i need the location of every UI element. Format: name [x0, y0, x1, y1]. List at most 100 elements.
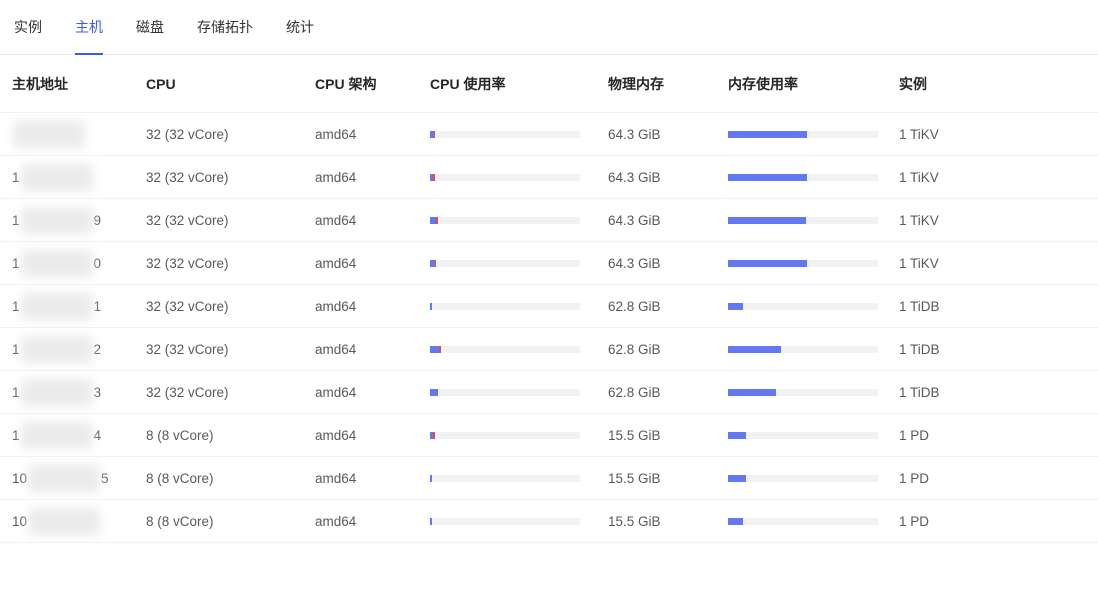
cpu-arch-cell: amd64	[315, 126, 357, 142]
host-address-cell: 1	[12, 163, 146, 191]
table-row: 1 2 32 (32 vCore) amd64 62.8 GiB 1 TiDB	[0, 328, 1098, 371]
mem-usage-bar-primary	[728, 431, 746, 439]
host-address-prefix: 1	[12, 255, 20, 271]
host-address-prefix: 10	[12, 513, 28, 529]
cpu-usage-cell	[430, 388, 608, 396]
cpu-arch-cell: amd64	[315, 341, 357, 357]
instances-cell: 1 TiDB	[899, 298, 940, 314]
memory-cell: 62.8 GiB	[608, 298, 661, 314]
mem-usage-bar-primary	[728, 259, 807, 267]
host-address-prefix: 1	[12, 341, 20, 357]
table-row: 1 0 32 (32 vCore) amd64 64.3 GiB 1 TiKV	[0, 242, 1098, 285]
mem-usage-cell	[728, 259, 899, 267]
host-address-suffix: 9	[93, 212, 102, 228]
cpu-usage-bar	[430, 302, 580, 310]
cpu-arch-cell: amd64	[315, 169, 357, 185]
mem-usage-bar	[728, 130, 878, 138]
hosts-table: 主机地址 CPU CPU 架构 CPU 使用率 物理内存 内存使用率 实例 32 (32 v…	[0, 55, 1098, 543]
memory-cell: 64.3 GiB	[608, 255, 661, 271]
mem-usage-bar-primary	[728, 130, 807, 138]
cpu-usage-bar-primary	[430, 345, 439, 353]
cpu-usage-bar-primary	[430, 517, 432, 525]
host-address-cell: 1 9	[12, 206, 146, 234]
host-address-cell: 1 0	[12, 249, 146, 277]
cpu-usage-bar	[430, 130, 580, 138]
cpu-cell: 32 (32 vCore)	[146, 341, 229, 357]
cpu-usage-bar-secondary	[436, 216, 438, 224]
table-header-row: 主机地址 CPU CPU 架构 CPU 使用率 物理内存 内存使用率 实例	[0, 55, 1098, 113]
mem-usage-bar-primary	[728, 345, 781, 353]
memory-cell: 62.8 GiB	[608, 384, 661, 400]
host-address-cell	[12, 120, 146, 148]
cpu-arch-cell: amd64	[315, 470, 357, 486]
cpu-arch-cell: amd64	[315, 255, 357, 271]
cpu-usage-bar-primary	[430, 173, 433, 181]
cpu-cell: 8 (8 vCore)	[146, 513, 214, 529]
cpu-usage-cell	[430, 173, 608, 181]
host-address-cell: 1 4	[12, 421, 146, 449]
col-instances: 实例	[899, 75, 927, 92]
cpu-usage-bar-primary	[430, 302, 432, 310]
memory-cell: 15.5 GiB	[608, 513, 661, 529]
table-row: 1 9 32 (32 vCore) amd64 64.3 GiB 1 TiKV	[0, 199, 1098, 242]
cpu-arch-cell: amd64	[315, 427, 357, 443]
cpu-cell: 8 (8 vCore)	[146, 427, 214, 443]
cpu-cell: 32 (32 vCore)	[146, 212, 229, 228]
tab-storage-topology[interactable]: 存储拓扑	[197, 19, 253, 35]
host-address-suffix: 1	[93, 298, 102, 314]
cpu-usage-bar-primary	[430, 216, 436, 224]
cpu-usage-bar	[430, 259, 580, 267]
host-address-prefix: 1	[12, 212, 20, 228]
col-cpu-usage: CPU 使用率	[430, 75, 506, 92]
cpu-arch-cell: amd64	[315, 384, 357, 400]
cpu-usage-cell	[430, 130, 608, 138]
instances-cell: 1 TiDB	[899, 341, 940, 357]
instances-cell: 1 TiKV	[899, 255, 939, 271]
memory-cell: 64.3 GiB	[608, 212, 661, 228]
col-cpu: CPU	[146, 75, 176, 92]
mem-usage-bar	[728, 345, 878, 353]
col-host-address: 主机地址	[12, 75, 68, 92]
host-address-cell: 10	[12, 507, 146, 535]
host-address-cell: 1 2	[12, 335, 146, 363]
redacted-host-blur	[13, 120, 85, 148]
instances-cell: 1 PD	[899, 427, 930, 443]
table-row: 1 4 8 (8 vCore) amd64 15.5 GiB 1 PD	[0, 414, 1098, 457]
cpu-usage-bar-secondary	[433, 431, 435, 439]
host-address-prefix: 1	[12, 298, 20, 314]
col-cpu-arch: CPU 架构	[315, 75, 377, 92]
host-address-prefix: 1	[12, 427, 20, 443]
cpu-usage-bar	[430, 173, 580, 181]
mem-usage-cell	[728, 173, 899, 181]
tab-hosts[interactable]: 主机	[75, 0, 103, 55]
host-address-cell: 10 5	[12, 464, 146, 492]
mem-usage-bar-primary	[728, 173, 807, 181]
cpu-cell: 32 (32 vCore)	[146, 255, 229, 271]
cpu-usage-cell	[430, 259, 608, 267]
cpu-arch-cell: amd64	[315, 212, 357, 228]
mem-usage-bar-primary	[728, 216, 806, 224]
host-address-suffix: 5	[101, 470, 109, 486]
mem-usage-cell	[728, 345, 899, 353]
cpu-usage-cell	[430, 474, 608, 482]
mem-usage-bar	[728, 474, 878, 482]
table-row: 1 3 32 (32 vCore) amd64 62.8 GiB 1 TiDB	[0, 371, 1098, 414]
tab-instances[interactable]: 实例	[14, 19, 42, 35]
instances-cell: 1 PD	[899, 513, 930, 529]
cpu-usage-bar-primary	[430, 130, 435, 138]
cpu-usage-cell	[430, 302, 608, 310]
redacted-host-blur	[28, 507, 101, 535]
host-address-suffix: 0	[93, 255, 102, 271]
tab-disks[interactable]: 磁盘	[136, 19, 164, 35]
redacted-host-blur	[28, 464, 101, 492]
cpu-usage-bar	[430, 474, 580, 482]
cpu-usage-cell	[430, 431, 608, 439]
cpu-usage-cell	[430, 345, 608, 353]
col-memory: 物理内存	[608, 75, 664, 92]
redacted-host-blur	[20, 249, 93, 277]
tab-statistics[interactable]: 统计	[286, 19, 314, 35]
table-body: 32 (32 vCore) amd64 64.3 GiB 1 TiKV 1 32…	[0, 113, 1098, 543]
col-mem-usage: 内存使用率	[728, 75, 798, 92]
redacted-host-blur	[20, 421, 93, 449]
cpu-arch-cell: amd64	[315, 298, 357, 314]
